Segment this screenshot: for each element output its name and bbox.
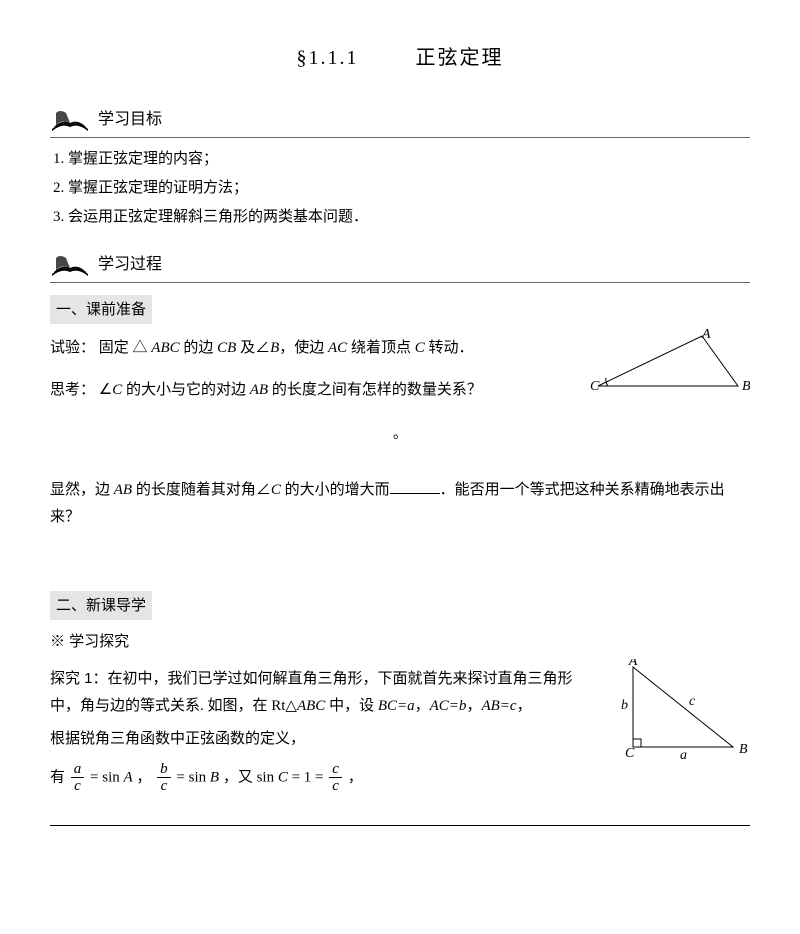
explore-row: 探究 1：在初中，我们已学过如何解直角三角形，下面就首先来探讨直角三角形中，角与… [50,659,750,795]
goal-item: 掌握正弦定理的内容； [68,146,750,173]
open-book-icon [50,107,90,135]
goals-section-header: 学习目标 [50,106,750,138]
new-heading: 二、新课导学 [50,591,152,620]
goal-item: 掌握正弦定理的证明方法； [68,175,750,202]
goal-item: 会运用正弦定理解斜三角形的两类基本问题． [68,204,750,231]
vertex-label-a: A [701,328,711,342]
obvious-paragraph: 显然，边 AB 的长度随着其对角∠C 的大小的增大而．能否用一个等式把这种关系精… [50,477,750,531]
goals-header-label: 学习目标 [98,106,162,135]
vertex-label-a: A [628,659,638,669]
right-triangle-diagram: A B C a b c [615,659,750,764]
fill-blank[interactable] [390,478,440,494]
separator-dot: 。 [50,422,750,447]
oblique-triangle-diagram: A B C [590,328,750,400]
trial-label: 试验： [50,339,95,356]
title-text: 正弦定理 [416,47,504,69]
side-label-b: b [621,698,628,713]
open-book-icon [50,252,90,280]
footer-rule [50,825,750,826]
prep-heading: 一、课前准备 [50,295,152,324]
explore1-paragraph: 探究 1：在初中，我们已学过如何解直角三角形，下面就首先来探讨直角三角形中，角与… [50,665,595,720]
vertex-label-b: B [739,742,748,757]
process-section-header: 学习过程 [50,251,750,283]
vertex-label-c: C [590,379,600,394]
vertex-label-b: B [742,379,750,394]
goals-list: 掌握正弦定理的内容； 掌握正弦定理的证明方法； 会运用正弦定理解斜三角形的两类基… [50,146,750,231]
side-label-c: c [689,694,696,709]
trial-row: 试验： 固定 △ ABC 的边 CB 及∠B，使边 AC 绕着顶点 C 转动． … [50,328,750,410]
process-header-label: 学习过程 [98,251,162,280]
explore1-label: 探究 1： [50,670,108,687]
title-number: §1.1.1 [297,47,359,69]
explore-label: ※ 学习探究 [50,628,750,655]
think-label: 思考： [50,381,95,398]
vertex-label-c: C [625,746,635,761]
page-title: §1.1.1 正弦定理 [50,40,750,76]
think-paragraph: 思考： ∠C 的大小与它的对边 AB 的长度之间有怎样的数量关系？ [50,376,570,404]
side-label-a: a [680,748,687,763]
explore1-line2: 根据锐角三角函数中正弦函数的定义， [50,726,595,753]
trial-paragraph: 试验： 固定 △ ABC 的边 CB 及∠B，使边 AC 绕着顶点 C 转动． [50,334,570,362]
equation-line: 有 ac = sin A ， bc = sin B ，又 sin C = 1 =… [50,761,595,795]
